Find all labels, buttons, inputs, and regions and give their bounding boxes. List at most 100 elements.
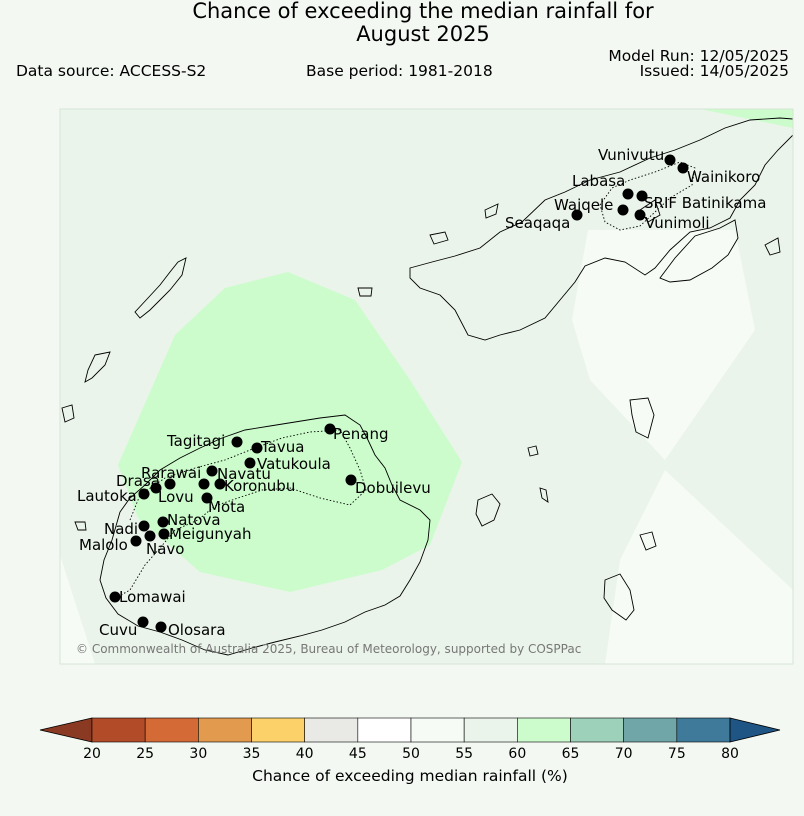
station-nadi: Nadi (104, 520, 150, 538)
station-malolo: Malolo (79, 535, 142, 554)
station-seaqaqa: Seaqaqa (505, 209, 583, 232)
station-label: Vatukoula (257, 455, 331, 473)
station-marker (214, 478, 226, 490)
station-marker (138, 488, 150, 500)
islet-east-2 (539, 487, 549, 503)
station-label: Lovu (158, 488, 194, 506)
station-marker (617, 204, 629, 216)
zone-50-55-south (605, 470, 793, 664)
station-tavua: Tavua (251, 438, 304, 456)
station-marker (157, 516, 169, 528)
map-frame (59, 108, 794, 665)
station-label: Dobuilevu (355, 479, 431, 497)
koro-island (629, 397, 655, 439)
islet-west-3 (74, 521, 87, 531)
station-lomawai: Lomawai (109, 588, 186, 606)
station-marker (158, 528, 170, 540)
station-cuvu: Cuvu (99, 616, 149, 639)
coastlines (61, 117, 793, 656)
islet-east-3 (639, 531, 657, 551)
station-label: Meigunyah (169, 525, 251, 543)
issued-date: Issued: 14/05/2025 (639, 62, 789, 80)
colorbar-tick-label: 70 (615, 746, 633, 762)
station-tagitagi: Tagitagi (166, 432, 243, 450)
station-marker (138, 520, 150, 532)
colorbar-tick-label: 45 (349, 746, 367, 762)
station-marker (244, 457, 256, 469)
map-panel: Vunivutu Wainikoro Labasa Waiqele SRIF Batin… (60, 109, 793, 664)
colorbar-extend-low (39, 717, 93, 743)
islet-north-2 (429, 231, 449, 245)
station-marker (150, 482, 162, 494)
station-rarawai: Rarawai (141, 464, 218, 482)
station-label: Waiqele (554, 196, 613, 214)
station-label: Vunivutu (598, 146, 664, 164)
station-waiqele: Waiqele (554, 196, 629, 216)
colorbar-tick-label: 40 (296, 746, 314, 762)
station-natova: Natova (157, 511, 221, 529)
colorbar-segment (410, 717, 465, 743)
station-label: Koronubu (224, 477, 295, 495)
islet-n2 (484, 203, 499, 219)
station-label: Vunimoli (645, 214, 710, 232)
colorbar-segment (676, 717, 731, 743)
colorbar-segment (570, 717, 624, 743)
station-marker (137, 616, 149, 628)
station-vunimoli: Vunimoli (634, 209, 710, 232)
station-marker (155, 621, 167, 633)
model-run: Model Run: 12/05/2025 (608, 47, 789, 65)
station-label: Lomawai (119, 588, 186, 606)
station-marker (144, 530, 156, 542)
colorbar-label: Chance of exceeding median rainfall (%) (252, 767, 568, 785)
colorbar-segment (91, 717, 146, 743)
station-navatu: Navatu (198, 465, 271, 490)
vanua-levu-districts (599, 161, 696, 231)
station-marker (251, 442, 263, 454)
station-label: Cuvu (99, 621, 137, 639)
station-label: Natova (167, 511, 221, 529)
colorbar-segment (251, 717, 305, 743)
station-vunivutu: Vunivutu (598, 146, 676, 166)
station-label: Lautoka (77, 487, 137, 505)
station-marker (231, 436, 243, 448)
colorbar-segment (198, 717, 252, 743)
weather-stations: Vunivutu Wainikoro Labasa Waiqele SRIF Batin… (77, 146, 766, 639)
station-marker (201, 492, 213, 504)
station-marker (622, 188, 634, 200)
station-label: Rarawai (141, 464, 201, 482)
station-dobuilevu: Dobuilevu (345, 474, 431, 497)
station-marker (164, 478, 176, 490)
district-boundaries (111, 161, 696, 601)
title-line-1: Chance of exceeding the median rainfall … (192, 0, 654, 23)
lakeba-island (603, 573, 635, 621)
station-mota: Mota (201, 492, 245, 516)
colorbar-tick-label: 80 (721, 746, 739, 762)
zone-50-55-west (60, 555, 95, 664)
zone-50-55-north (572, 230, 755, 460)
viti-levu-districts (111, 429, 367, 601)
station-olosara: Olosara (155, 621, 226, 639)
station-navo: Navo (144, 530, 184, 558)
colorbar-segment (357, 717, 412, 743)
colorbar-tick-label: 35 (243, 746, 261, 762)
ovalau-island (475, 493, 501, 527)
colorbar-tick-label: 65 (562, 746, 580, 762)
station-wainikoro: Wainikoro (677, 162, 760, 186)
colorbar-tick-label: 30 (189, 746, 207, 762)
colorbar-segment (463, 717, 518, 743)
base-period: Base period: 1981-2018 (306, 62, 493, 80)
zone-60-65-viti-levu (118, 272, 462, 592)
station-label: SRIF Batinikama (644, 194, 766, 212)
vanua-levu-coast (409, 117, 793, 341)
colorbar-tick-label: 60 (508, 746, 526, 762)
station-label: Navatu (217, 465, 271, 483)
colorbar-segment (623, 717, 678, 743)
colorbar: 20 25 30 35 40 45 50 55 60 65 70 75 80 (39, 717, 781, 762)
colorbar-segment (517, 717, 571, 743)
station-marker (634, 209, 646, 221)
station-label: Wainikoro (687, 168, 760, 186)
station-label: Seaqaqa (505, 214, 570, 232)
colorbar-tick-label: 75 (668, 746, 686, 762)
station-marker (198, 478, 210, 490)
